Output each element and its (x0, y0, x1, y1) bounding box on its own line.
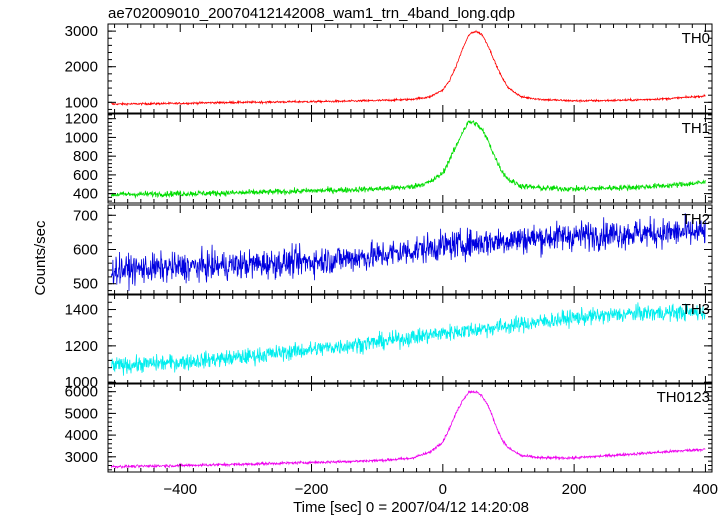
panel-th3: 1000 1200 1400 TH3 (65, 294, 713, 391)
y-tick-label: 1400 (65, 302, 98, 319)
y-tick-label: 400 (73, 186, 98, 203)
series-line-th3 (110, 302, 706, 376)
y-tick-label: 3000 (65, 23, 98, 40)
panel-th0: 1000 2000 3000 TH0 (65, 23, 713, 114)
series-label-th0123: TH0123 (657, 389, 710, 406)
y-tick-label: 600 (73, 167, 98, 184)
series-label-th3: TH3 (682, 301, 710, 318)
series-label-th0: TH0 (682, 30, 710, 47)
x-tick-label: 400 (693, 481, 718, 498)
series-line-th2 (110, 213, 706, 291)
y-tick-label: 1200 (65, 111, 98, 128)
x-tick-label: −400 (163, 481, 197, 498)
y-tick-label: 2000 (65, 59, 98, 76)
panel-frame (107, 113, 713, 204)
y-axis-label: Counts/sec (32, 220, 49, 296)
y-tick-label: 5000 (65, 405, 98, 422)
panel-th0123: 3000 4000 5000 6000 TH0123 −400 −200 0 200 400 (65, 382, 718, 498)
x-tick-label: −200 (295, 481, 329, 498)
panel-frame (107, 294, 713, 385)
panel-frame (107, 23, 713, 114)
chart-title: ae702009010_20070412142008_wam1_trn_4ban… (108, 5, 515, 22)
x-tick-label: 0 (439, 481, 447, 498)
y-tick-label: 6000 (65, 384, 98, 401)
series-line-th0 (111, 29, 706, 107)
panel-frame (107, 204, 713, 295)
y-tick-label: 3000 (65, 449, 98, 466)
y-tick-label: 500 (73, 276, 98, 293)
y-tick-label: 1000 (65, 129, 98, 146)
panel-th2: 500 600 700 TH2 (73, 204, 713, 295)
x-tick-label: 200 (562, 481, 587, 498)
y-tick-label: 4000 (65, 427, 98, 444)
series-label-th1: TH1 (682, 120, 710, 137)
y-tick-label: 1000 (65, 374, 98, 391)
series-line-th1 (110, 119, 706, 199)
panel-frame (107, 382, 713, 473)
y-tick-label: 700 (73, 207, 98, 224)
x-axis-label: Time [sec] 0 = 2007/04/12 14:20:08 (293, 499, 529, 516)
y-tick-label: 1200 (65, 338, 98, 355)
series-line-th0123 (110, 389, 706, 470)
y-tick-label: 800 (73, 148, 98, 165)
series-label-th2: TH2 (682, 211, 710, 228)
y-tick-label: 1000 (65, 94, 98, 111)
y-tick-label: 600 (73, 242, 98, 259)
